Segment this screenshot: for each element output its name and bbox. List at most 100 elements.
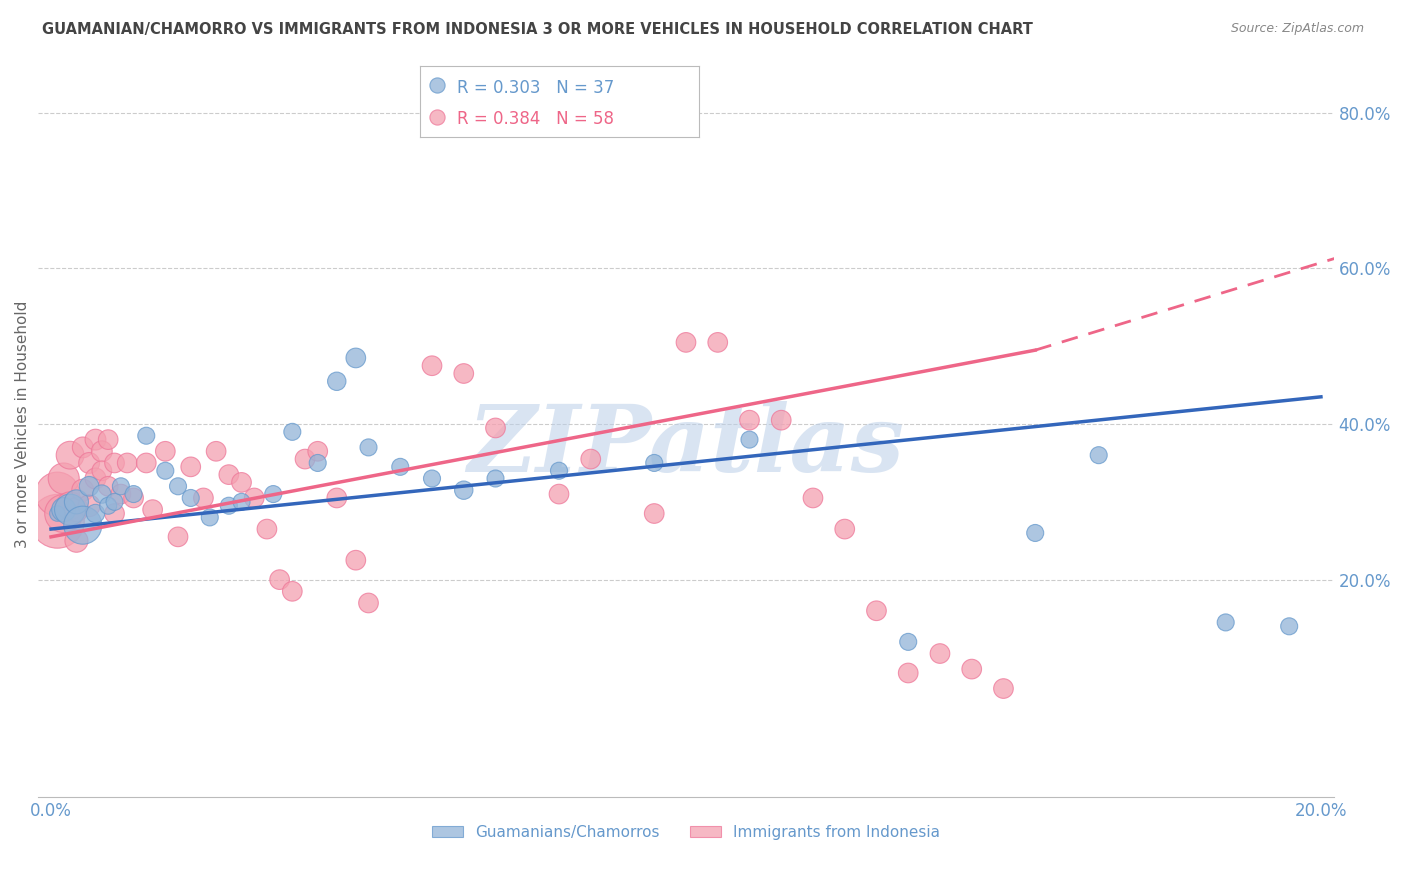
Legend: Guamanians/Chamorros, Immigrants from Indonesia: Guamanians/Chamorros, Immigrants from In… — [426, 819, 946, 846]
Point — [262, 487, 284, 501]
Point — [193, 491, 215, 505]
Point — [115, 456, 138, 470]
Point — [59, 502, 82, 516]
Point — [84, 433, 107, 447]
Point — [135, 456, 157, 470]
Point — [548, 487, 571, 501]
Point — [357, 596, 380, 610]
Point — [103, 456, 125, 470]
Point — [269, 573, 291, 587]
Point — [1024, 525, 1046, 540]
Point — [103, 507, 125, 521]
Point — [218, 467, 240, 482]
Point — [256, 522, 278, 536]
Text: ZIPatlas: ZIPatlas — [467, 401, 904, 491]
Point — [281, 425, 304, 439]
Point — [77, 456, 100, 470]
Point — [65, 502, 87, 516]
Point — [993, 681, 1015, 696]
Point — [72, 483, 94, 498]
Point — [484, 421, 506, 435]
Point — [155, 464, 177, 478]
Point — [307, 444, 329, 458]
Point — [90, 444, 112, 458]
Point — [307, 456, 329, 470]
Point — [65, 533, 87, 548]
Point — [180, 491, 202, 505]
Point — [59, 448, 82, 462]
Point — [897, 635, 920, 649]
Point — [294, 452, 316, 467]
Point — [801, 491, 824, 505]
Point — [484, 471, 506, 485]
Point — [110, 487, 132, 501]
Point — [142, 502, 165, 516]
Point — [122, 487, 145, 501]
Point — [929, 647, 952, 661]
Point — [344, 553, 367, 567]
Point — [770, 413, 793, 427]
Point — [357, 441, 380, 455]
Point — [77, 499, 100, 513]
Point — [453, 367, 475, 381]
Point — [167, 530, 190, 544]
Point — [122, 491, 145, 505]
Point — [103, 495, 125, 509]
Point — [326, 374, 349, 388]
Point — [231, 475, 253, 490]
Point — [90, 487, 112, 501]
Point — [218, 499, 240, 513]
Point — [420, 359, 443, 373]
Point — [72, 441, 94, 455]
Point — [326, 491, 349, 505]
Point — [97, 499, 120, 513]
Point — [579, 452, 602, 467]
Y-axis label: 3 or more Vehicles in Household: 3 or more Vehicles in Household — [15, 301, 30, 548]
Point — [243, 491, 266, 505]
Point — [180, 459, 202, 474]
Point — [453, 483, 475, 498]
Point — [675, 335, 697, 350]
Point — [1087, 448, 1109, 462]
Point — [135, 428, 157, 442]
Point — [1278, 619, 1301, 633]
Point — [897, 665, 920, 680]
Point — [231, 495, 253, 509]
Point — [77, 479, 100, 493]
Point — [59, 499, 82, 513]
Point — [90, 464, 112, 478]
Point — [52, 502, 75, 516]
Point — [960, 662, 983, 676]
Point — [72, 518, 94, 533]
Point — [344, 351, 367, 365]
Point — [84, 471, 107, 485]
Point — [281, 584, 304, 599]
Text: GUAMANIAN/CHAMORRO VS IMMIGRANTS FROM INDONESIA 3 OR MORE VEHICLES IN HOUSEHOLD : GUAMANIAN/CHAMORRO VS IMMIGRANTS FROM IN… — [42, 22, 1033, 37]
Point — [643, 456, 665, 470]
Point — [84, 507, 107, 521]
Point — [706, 335, 728, 350]
Point — [643, 507, 665, 521]
Point — [167, 479, 190, 493]
Point — [389, 459, 412, 474]
Point — [205, 444, 228, 458]
Point — [52, 507, 75, 521]
Point — [52, 471, 75, 485]
Point — [420, 471, 443, 485]
Point — [97, 433, 120, 447]
Point — [738, 433, 761, 447]
Point — [97, 479, 120, 493]
Point — [865, 604, 887, 618]
Point — [46, 487, 69, 501]
Point — [738, 413, 761, 427]
Text: Source: ZipAtlas.com: Source: ZipAtlas.com — [1230, 22, 1364, 36]
Point — [65, 495, 87, 509]
Point — [834, 522, 856, 536]
Point — [155, 444, 177, 458]
Point — [548, 464, 571, 478]
Point — [110, 479, 132, 493]
Point — [46, 514, 69, 528]
Point — [1215, 615, 1237, 630]
Point — [198, 510, 221, 524]
Point — [46, 507, 69, 521]
